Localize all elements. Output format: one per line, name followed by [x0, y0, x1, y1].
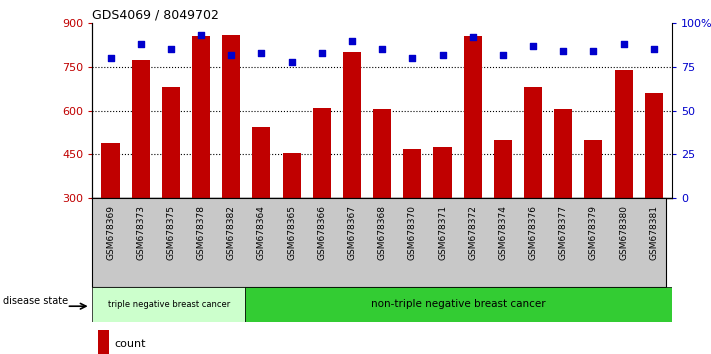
Bar	[614, 70, 633, 198]
Bar	[584, 140, 602, 198]
Bar	[98, 330, 109, 354]
Point	[467, 34, 479, 40]
Bar	[554, 109, 572, 198]
Bar	[373, 109, 391, 198]
Bar	[524, 87, 542, 198]
Point	[618, 41, 629, 47]
Point	[648, 46, 660, 52]
Text: GSM678379: GSM678379	[589, 205, 598, 260]
Bar	[252, 127, 270, 198]
Point	[105, 55, 116, 61]
Bar	[313, 108, 331, 198]
Bar	[434, 147, 451, 198]
Text: GSM678367: GSM678367	[348, 205, 356, 260]
Text: GSM678377: GSM678377	[559, 205, 568, 260]
Bar	[403, 149, 422, 198]
Text: non-triple negative breast cancer: non-triple negative breast cancer	[371, 299, 546, 309]
Bar	[92, 287, 245, 322]
Point	[196, 33, 207, 38]
Bar	[645, 93, 663, 198]
Point	[316, 50, 328, 56]
Text: GSM678366: GSM678366	[317, 205, 326, 260]
Text: GDS4069 / 8049702: GDS4069 / 8049702	[92, 9, 219, 22]
Point	[437, 52, 448, 57]
Bar	[464, 36, 482, 198]
Text: GSM678381: GSM678381	[649, 205, 658, 260]
Bar	[343, 52, 361, 198]
Point	[497, 52, 508, 57]
Text: GSM678369: GSM678369	[106, 205, 115, 260]
Text: disease state: disease state	[3, 296, 68, 306]
Bar	[132, 59, 150, 198]
Point	[407, 55, 418, 61]
Text: GSM678373: GSM678373	[137, 205, 145, 260]
Point	[346, 38, 358, 44]
Text: GSM678371: GSM678371	[438, 205, 447, 260]
Point	[377, 46, 388, 52]
Point	[135, 41, 146, 47]
Text: GSM678372: GSM678372	[469, 205, 477, 260]
Point	[165, 46, 176, 52]
Text: GSM678370: GSM678370	[408, 205, 417, 260]
Point	[557, 48, 569, 54]
Point	[256, 50, 267, 56]
Point	[588, 48, 599, 54]
Bar	[192, 36, 210, 198]
Text: GSM678376: GSM678376	[528, 205, 538, 260]
Bar	[282, 153, 301, 198]
Point	[225, 52, 237, 57]
Text: count: count	[114, 339, 146, 349]
Bar	[102, 143, 119, 198]
Text: GSM678382: GSM678382	[227, 205, 236, 260]
Text: GSM678378: GSM678378	[196, 205, 205, 260]
Text: GSM678365: GSM678365	[287, 205, 296, 260]
Text: GSM678364: GSM678364	[257, 205, 266, 260]
Text: GSM678368: GSM678368	[378, 205, 387, 260]
Text: triple negative breast cancer: triple negative breast cancer	[107, 300, 230, 309]
Point	[286, 59, 297, 64]
Text: GSM678374: GSM678374	[498, 205, 508, 260]
Text: GSM678380: GSM678380	[619, 205, 628, 260]
Bar	[223, 35, 240, 198]
Text: GSM678375: GSM678375	[166, 205, 176, 260]
Bar	[494, 140, 512, 198]
Bar	[245, 287, 672, 322]
Bar	[162, 87, 180, 198]
Point	[528, 43, 539, 48]
